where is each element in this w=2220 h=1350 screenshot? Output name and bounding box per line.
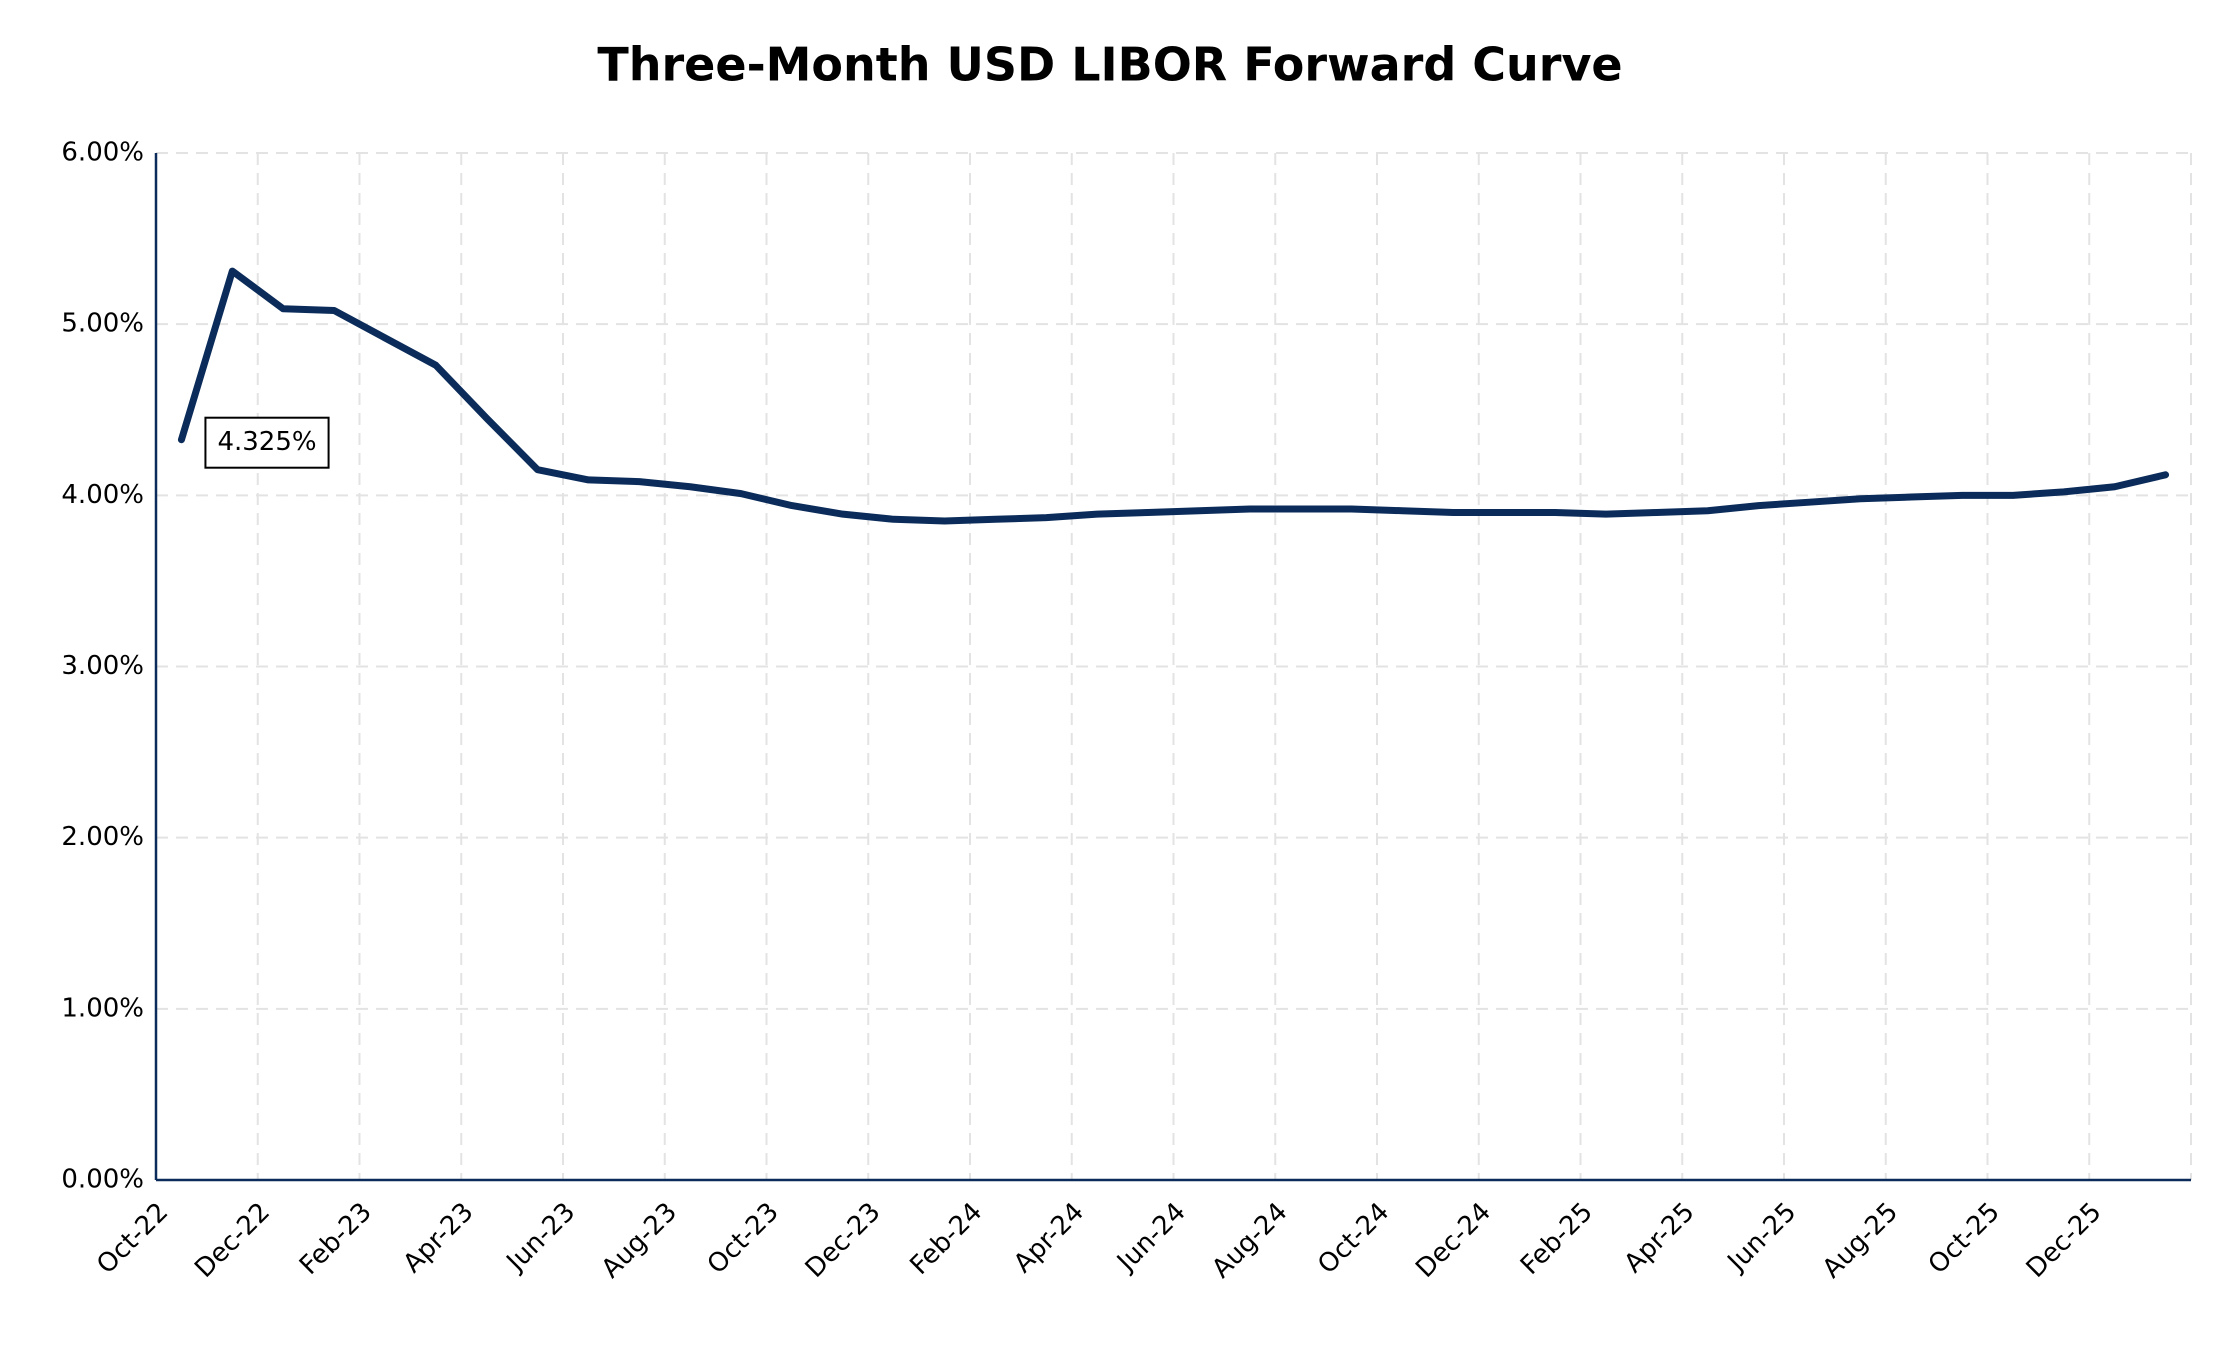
- x-tick-label: Aug-25: [1817, 1197, 1904, 1284]
- x-tick-label: Oct-25: [1923, 1197, 2006, 1280]
- x-tick-label: Jun-23: [500, 1197, 581, 1278]
- x-tick-label: Apr-23: [398, 1197, 480, 1279]
- x-tick-label: Feb-24: [904, 1197, 988, 1281]
- data-line: [177, 267, 2170, 525]
- x-tick-label: Dec-23: [800, 1197, 887, 1284]
- y-tick-label: 0.00%: [61, 1165, 144, 1195]
- x-tick-label: Jun-24: [1110, 1197, 1191, 1278]
- y-tick-label: 1.00%: [61, 993, 144, 1023]
- y-tick-label: 2.00%: [61, 822, 144, 852]
- x-tick-label: Feb-23: [294, 1197, 378, 1281]
- x-tick-label: Oct-23: [702, 1197, 785, 1280]
- x-tick-label: Apr-24: [1008, 1197, 1090, 1279]
- x-tick-label: Dec-25: [2021, 1197, 2108, 1284]
- x-tick-label: Oct-24: [1312, 1197, 1395, 1280]
- x-tick-label: Apr-25: [1619, 1197, 1701, 1279]
- x-tick-label: Oct-22: [91, 1197, 174, 1280]
- data-label-box: [204, 416, 330, 469]
- x-tick-label: Aug-24: [1206, 1197, 1293, 1284]
- y-tick-label: 5.00%: [61, 309, 144, 339]
- y-tick-label: 6.00%: [61, 138, 144, 168]
- chart-title: Three-Month USD LIBOR Forward Curve: [597, 38, 1622, 92]
- y-tick-label: 4.00%: [61, 480, 144, 510]
- y-tick-label: 3.00%: [61, 651, 144, 681]
- x-tick-label: Dec-24: [1410, 1197, 1497, 1284]
- x-tick-label: Aug-23: [596, 1197, 683, 1284]
- x-tick-label: Dec-22: [189, 1197, 276, 1284]
- data-label: 4.325%: [217, 427, 316, 457]
- x-tick-label: Jun-25: [1721, 1197, 1802, 1278]
- x-tick-label: Feb-25: [1515, 1197, 1599, 1281]
